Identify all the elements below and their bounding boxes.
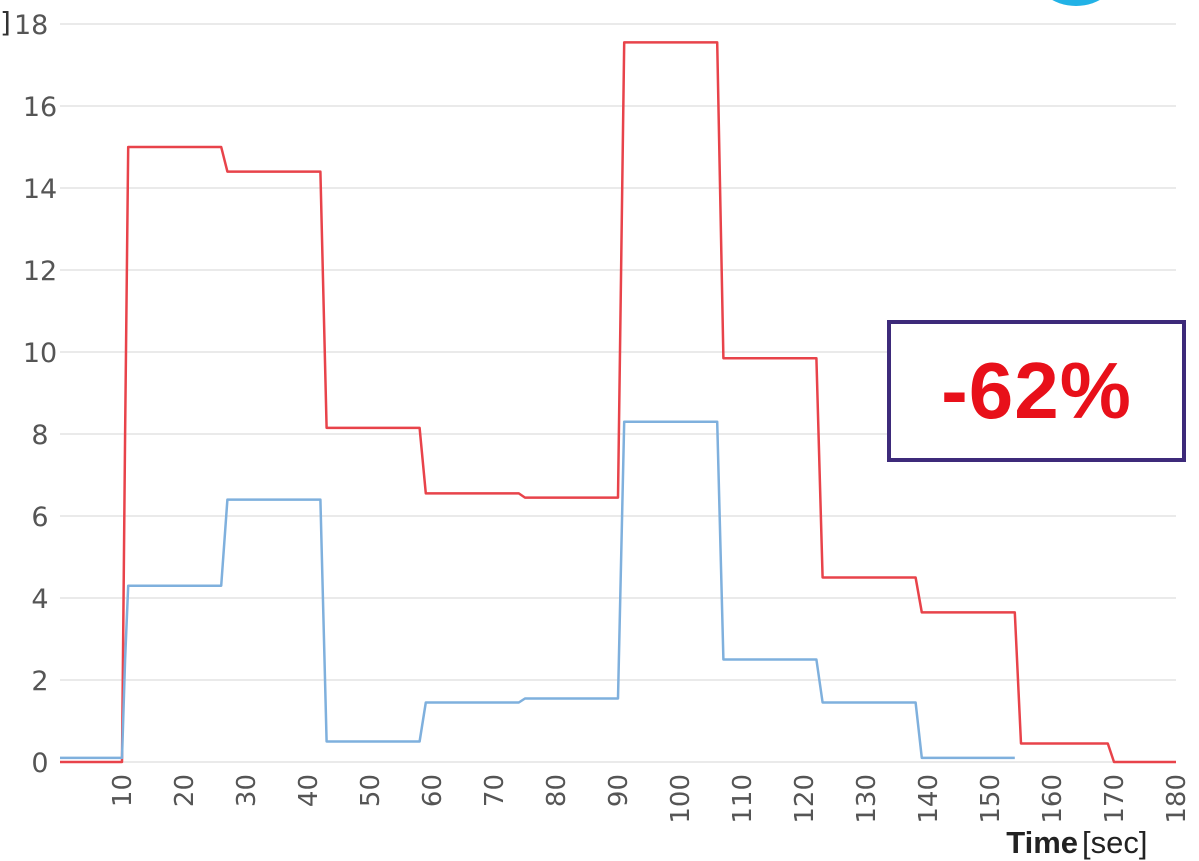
- y-tick-label: 12: [23, 256, 57, 287]
- x-tick-label: 130: [852, 774, 882, 824]
- y-tick-label: 6: [31, 502, 48, 533]
- x-axis-unit: [sec]: [1082, 825, 1147, 860]
- y-tick-label: 16: [23, 92, 57, 123]
- y-tick-label: 2: [31, 666, 48, 697]
- series-line-red: [60, 41, 1176, 764]
- x-tick-label: 20: [170, 774, 200, 807]
- x-tick-label: 30: [232, 774, 262, 807]
- x-tick-label: 150: [976, 774, 1006, 824]
- y-tick-label: 0: [31, 748, 48, 779]
- x-tick-label: 50: [356, 774, 386, 807]
- y-axis-ticks: 0 2 4 6 8 10 12 14 16 18: [14, 10, 57, 779]
- y-tick-label: 10: [23, 338, 57, 369]
- y-tick-label: 8: [31, 420, 48, 451]
- y-tick-label: 4: [31, 584, 48, 615]
- x-tick-label: 10: [108, 774, 138, 807]
- x-tick-label: 90: [604, 774, 634, 807]
- x-tick-label: 170: [1100, 774, 1130, 824]
- x-tick-label: 60: [418, 774, 448, 807]
- reduction-callout: -62%: [887, 320, 1186, 462]
- y-axis-label-bracket: ]: [0, 6, 11, 39]
- series-line-blue: [60, 420, 1015, 760]
- x-axis-ticks: 10 20 30 40 50 60 70 80 90 100 110 120 130 140 150 160 1…: [108, 774, 1192, 824]
- x-axis-title: Time: [1006, 825, 1078, 860]
- x-tick-label: 160: [1038, 774, 1068, 824]
- x-tick-label: 110: [728, 774, 758, 824]
- x-tick-label: 40: [294, 774, 324, 807]
- series-lines: [60, 41, 1176, 764]
- x-tick-label: 120: [790, 774, 820, 824]
- x-tick-label: 70: [480, 774, 510, 807]
- reduction-percentage: -62%: [941, 346, 1132, 435]
- x-tick-label: 100: [666, 774, 696, 824]
- x-tick-label: 180: [1162, 774, 1192, 824]
- y-tick-label: 18: [14, 10, 48, 41]
- y-tick-label: 14: [23, 174, 57, 205]
- x-tick-label: 80: [542, 774, 572, 807]
- x-tick-label: 140: [914, 774, 944, 824]
